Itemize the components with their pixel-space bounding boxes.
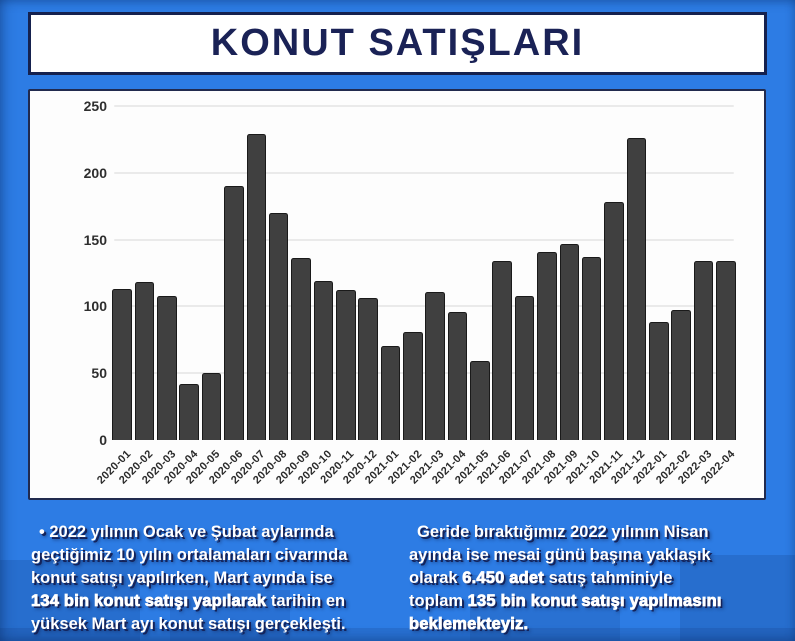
text-segment: geçtiğimiz 10 yılın ortalamaları civarın… — [31, 546, 348, 564]
paragraph-line: Geride bıraktığımız 2022 yılının Nisan — [409, 521, 787, 544]
bar-2020-01 — [112, 289, 132, 440]
bar-2020-12 — [358, 298, 378, 440]
paragraph-line: yüksek Mart ayı konut satışı gerçekleşti… — [31, 613, 403, 636]
text-segment: satış tahminiyle — [544, 569, 673, 587]
y-tick-label: 50 — [91, 365, 107, 382]
text-segment: tarihin en — [266, 592, 346, 610]
paragraph-line: konut satışı yapılırken, Mart ayında ise — [31, 567, 403, 590]
bar-2021-02 — [403, 331, 423, 440]
bar-2022-04 — [716, 260, 736, 440]
commentary-left: • 2022 yılının Ocak ve Şubat aylarında ge… — [31, 521, 403, 636]
text-segment: Geride bıraktığımız 2022 yılının Nisan — [417, 523, 709, 541]
gridline-150 — [114, 238, 734, 241]
gridline-250 — [114, 105, 734, 107]
bar-2022-03 — [693, 260, 714, 440]
bar-2021-10 — [581, 256, 602, 440]
bar-2020-08 — [268, 212, 289, 440]
bar-2022-01 — [648, 322, 669, 440]
y-tick-label: 200 — [83, 164, 107, 181]
paragraph-line: geçtiğimiz 10 yılın ortalamaları civarın… — [31, 544, 403, 567]
bar-2021-05 — [470, 361, 490, 440]
emphasized-text: 134 bin konut satışı yapılarak — [31, 592, 267, 611]
paragraph-line: ayında ise mesai günü başına yaklaşık — [409, 544, 787, 567]
text-segment: olarak — [409, 569, 463, 587]
y-tick-label: 250 — [83, 98, 107, 114]
y-tick-label: 0 — [99, 432, 107, 448]
bar-2020-09 — [291, 258, 311, 440]
gridline-50 — [114, 372, 734, 375]
bar-2020-02 — [134, 282, 155, 440]
y-tick-label: 150 — [83, 231, 107, 248]
bar-2021-01 — [380, 346, 401, 440]
text-segment: yüksek Mart ayı konut satışı gerçekleşti… — [31, 615, 346, 633]
page-title: KONUT SATIŞLARI — [210, 22, 585, 64]
text-segment: konut satışı yapılırken, Mart ayında ise — [31, 569, 333, 587]
bar-2020-03 — [157, 295, 177, 440]
emphasized-text: 6.450 adet — [462, 569, 545, 588]
bar-2021-03 — [425, 291, 445, 440]
bar-2021-12 — [626, 138, 647, 440]
paragraph-line: toplam 135 bin konut satışı yapılmasını — [409, 590, 787, 613]
text-segment: ayında ise mesai günü başına yaklaşık — [409, 546, 711, 564]
emphasized-text: beklemekteyiz. — [409, 615, 529, 634]
text-segment: • 2022 yılının Ocak ve Şubat aylarında — [39, 523, 334, 541]
bar-2020-07 — [246, 134, 267, 440]
gridline-200 — [114, 171, 734, 174]
bar-2020-10 — [313, 281, 334, 440]
bar-2021-04 — [447, 311, 468, 440]
bar-2021-08 — [537, 251, 557, 440]
paragraph-line: 134 bin konut satışı yapılarak tarihin e… — [31, 590, 403, 613]
bar-2021-06 — [492, 260, 513, 440]
bar-2020-11 — [335, 290, 356, 440]
bar-2021-11 — [604, 202, 624, 440]
bar-2022-02 — [671, 310, 691, 440]
text-segment: toplam — [409, 592, 468, 610]
paragraph-line: olarak 6.450 adet satış tahminiyle — [409, 567, 787, 590]
emphasized-text: 135 bin konut satışı yapılmasını — [467, 592, 722, 611]
paragraph-line: • 2022 yılının Ocak ve Şubat aylarında — [31, 521, 403, 544]
bar-2021-07 — [514, 295, 535, 440]
bar-2020-06 — [224, 186, 244, 440]
bar-2020-04 — [179, 383, 200, 440]
commentary-right: Geride bıraktığımız 2022 yılının Nisan ay… — [409, 521, 787, 636]
y-tick-label: 100 — [83, 298, 107, 315]
gridline-100 — [114, 305, 734, 308]
title-banner: KONUT SATIŞLARI — [28, 12, 767, 75]
bar-chart: 0 50 100 150 200 250 2020-01 2020-02 2020-03 2020… — [30, 91, 764, 498]
chart-panel: 0 50 100 150 200 250 2020-01 2020-02 2020-03 2020… — [28, 89, 766, 500]
paragraph-line: beklemekteyiz. — [409, 613, 787, 636]
bar-2021-09 — [559, 243, 580, 440]
bar-2020-05 — [201, 373, 222, 440]
